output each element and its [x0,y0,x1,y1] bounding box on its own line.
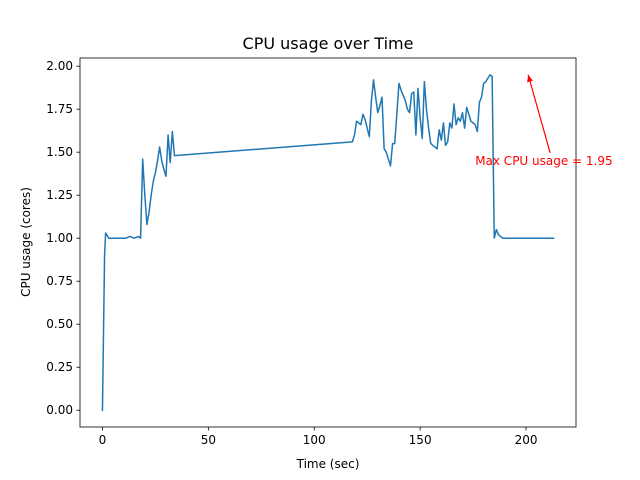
chart-title: CPU usage over Time [243,34,414,53]
y-tick-label: 0.75 [46,274,73,288]
y-axis-label: CPU usage (cores) [19,187,33,297]
x-tick-label: 0 [99,433,107,447]
y-tick-label: 2.00 [46,59,73,73]
x-tick-label: 50 [201,433,216,447]
x-tick-label: 150 [409,433,432,447]
y-tick-label: 1.25 [46,188,73,202]
x-tick-label: 100 [303,433,326,447]
y-tick-label: 0.25 [46,360,73,374]
series-line [101,74,555,411]
y-tick-label: 0.50 [46,317,73,331]
annotation-label: Max CPU usage = 1.95 [475,154,612,168]
annotation-arrowhead [527,74,533,83]
x-tick-label: 200 [515,433,538,447]
x-axis-label: Time (sec) [296,457,360,471]
y-tick-label: 0.00 [46,403,73,417]
y-tick-label: 1.75 [46,102,73,116]
y-tick-label: 1.50 [46,145,73,159]
annotation-arrow [527,74,551,153]
axes-frame [79,57,577,428]
y-tick-label: 1.00 [46,231,73,245]
plot-area: 0 50 100 150 200 0.00 0.25 0.50 0.75 1.00 1.25 1.50… [46,57,613,447]
